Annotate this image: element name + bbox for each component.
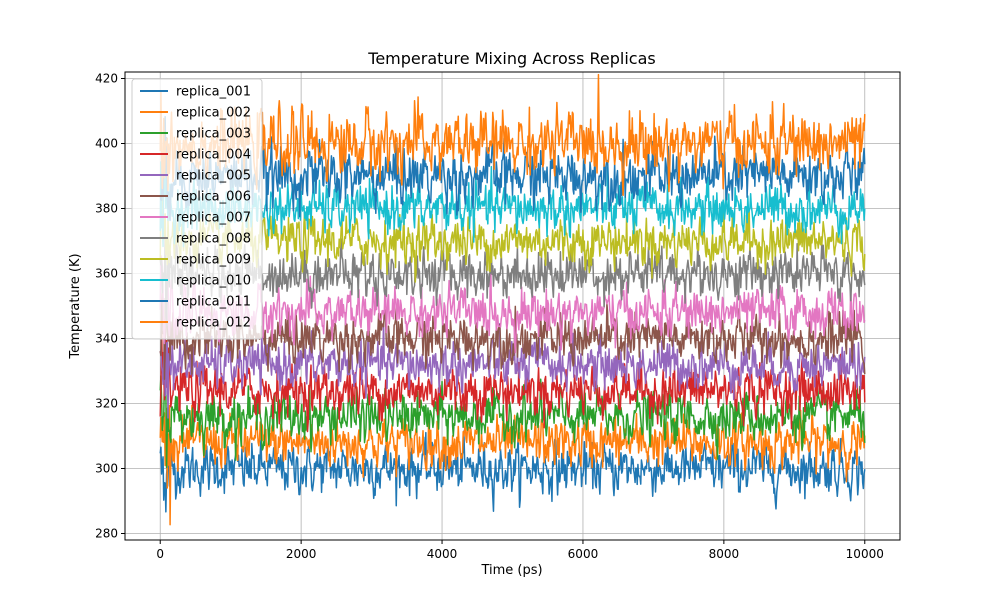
axes-frame xyxy=(124,71,901,541)
plot-area: 0 2000 4000 6000 8000 10000 280 300 320 340 360 380… xyxy=(95,71,901,561)
legend-label: replica_009 xyxy=(176,253,251,268)
legend-label: replica_004 xyxy=(176,148,251,163)
y-tick-label: 320 xyxy=(95,397,118,411)
x-axis-label: Time (ps) xyxy=(480,563,542,578)
legend-label: replica_011 xyxy=(176,295,251,310)
legend-label: replica_010 xyxy=(176,274,251,289)
legend-label: replica_001 xyxy=(176,85,251,100)
legend: replica_001 replica_002 replica_003replica… xyxy=(131,78,263,340)
legend-label: replica_003 xyxy=(176,127,251,142)
x-tick-label: 4000 xyxy=(427,547,458,561)
y-tick-label: 400 xyxy=(95,137,118,151)
x-tick-label: 0 xyxy=(156,547,164,561)
y-tick-label: 360 xyxy=(95,267,118,281)
chart-title: Temperature Mixing Across Replicas xyxy=(367,49,655,68)
y-tick-label: 420 xyxy=(95,72,118,86)
y-tick-label: 300 xyxy=(95,462,118,476)
series-line-replica_011 xyxy=(159,115,866,222)
x-tick-label: 2000 xyxy=(286,547,317,561)
legend-box xyxy=(131,78,263,340)
series-line-replica_001 xyxy=(159,427,866,513)
series-line-replica_008 xyxy=(159,234,866,327)
series-line-replica_012 xyxy=(159,73,866,197)
x-tick-label: 6000 xyxy=(568,547,599,561)
series-line-replica_009 xyxy=(159,185,866,283)
legend-label: replica_008 xyxy=(176,232,251,247)
series-line-replica_006 xyxy=(159,292,866,380)
x-tick-label: 10000 xyxy=(846,547,884,561)
legend-label: replica_002 xyxy=(176,106,251,121)
legend-label: replica_007 xyxy=(176,211,251,226)
legend-label: replica_012 xyxy=(176,316,251,331)
x-tick-label: 8000 xyxy=(709,547,740,561)
legend-label: replica_005 xyxy=(176,169,251,184)
y-axis-label: Temperature (K) xyxy=(68,253,83,359)
y-tick-label: 380 xyxy=(95,202,118,216)
series-line-replica_007 xyxy=(159,254,866,354)
series-line-replica_003 xyxy=(159,375,866,469)
y-tick-label: 340 xyxy=(95,332,118,346)
legend-label: replica_006 xyxy=(176,190,251,205)
y-tick-label: 280 xyxy=(95,527,118,541)
